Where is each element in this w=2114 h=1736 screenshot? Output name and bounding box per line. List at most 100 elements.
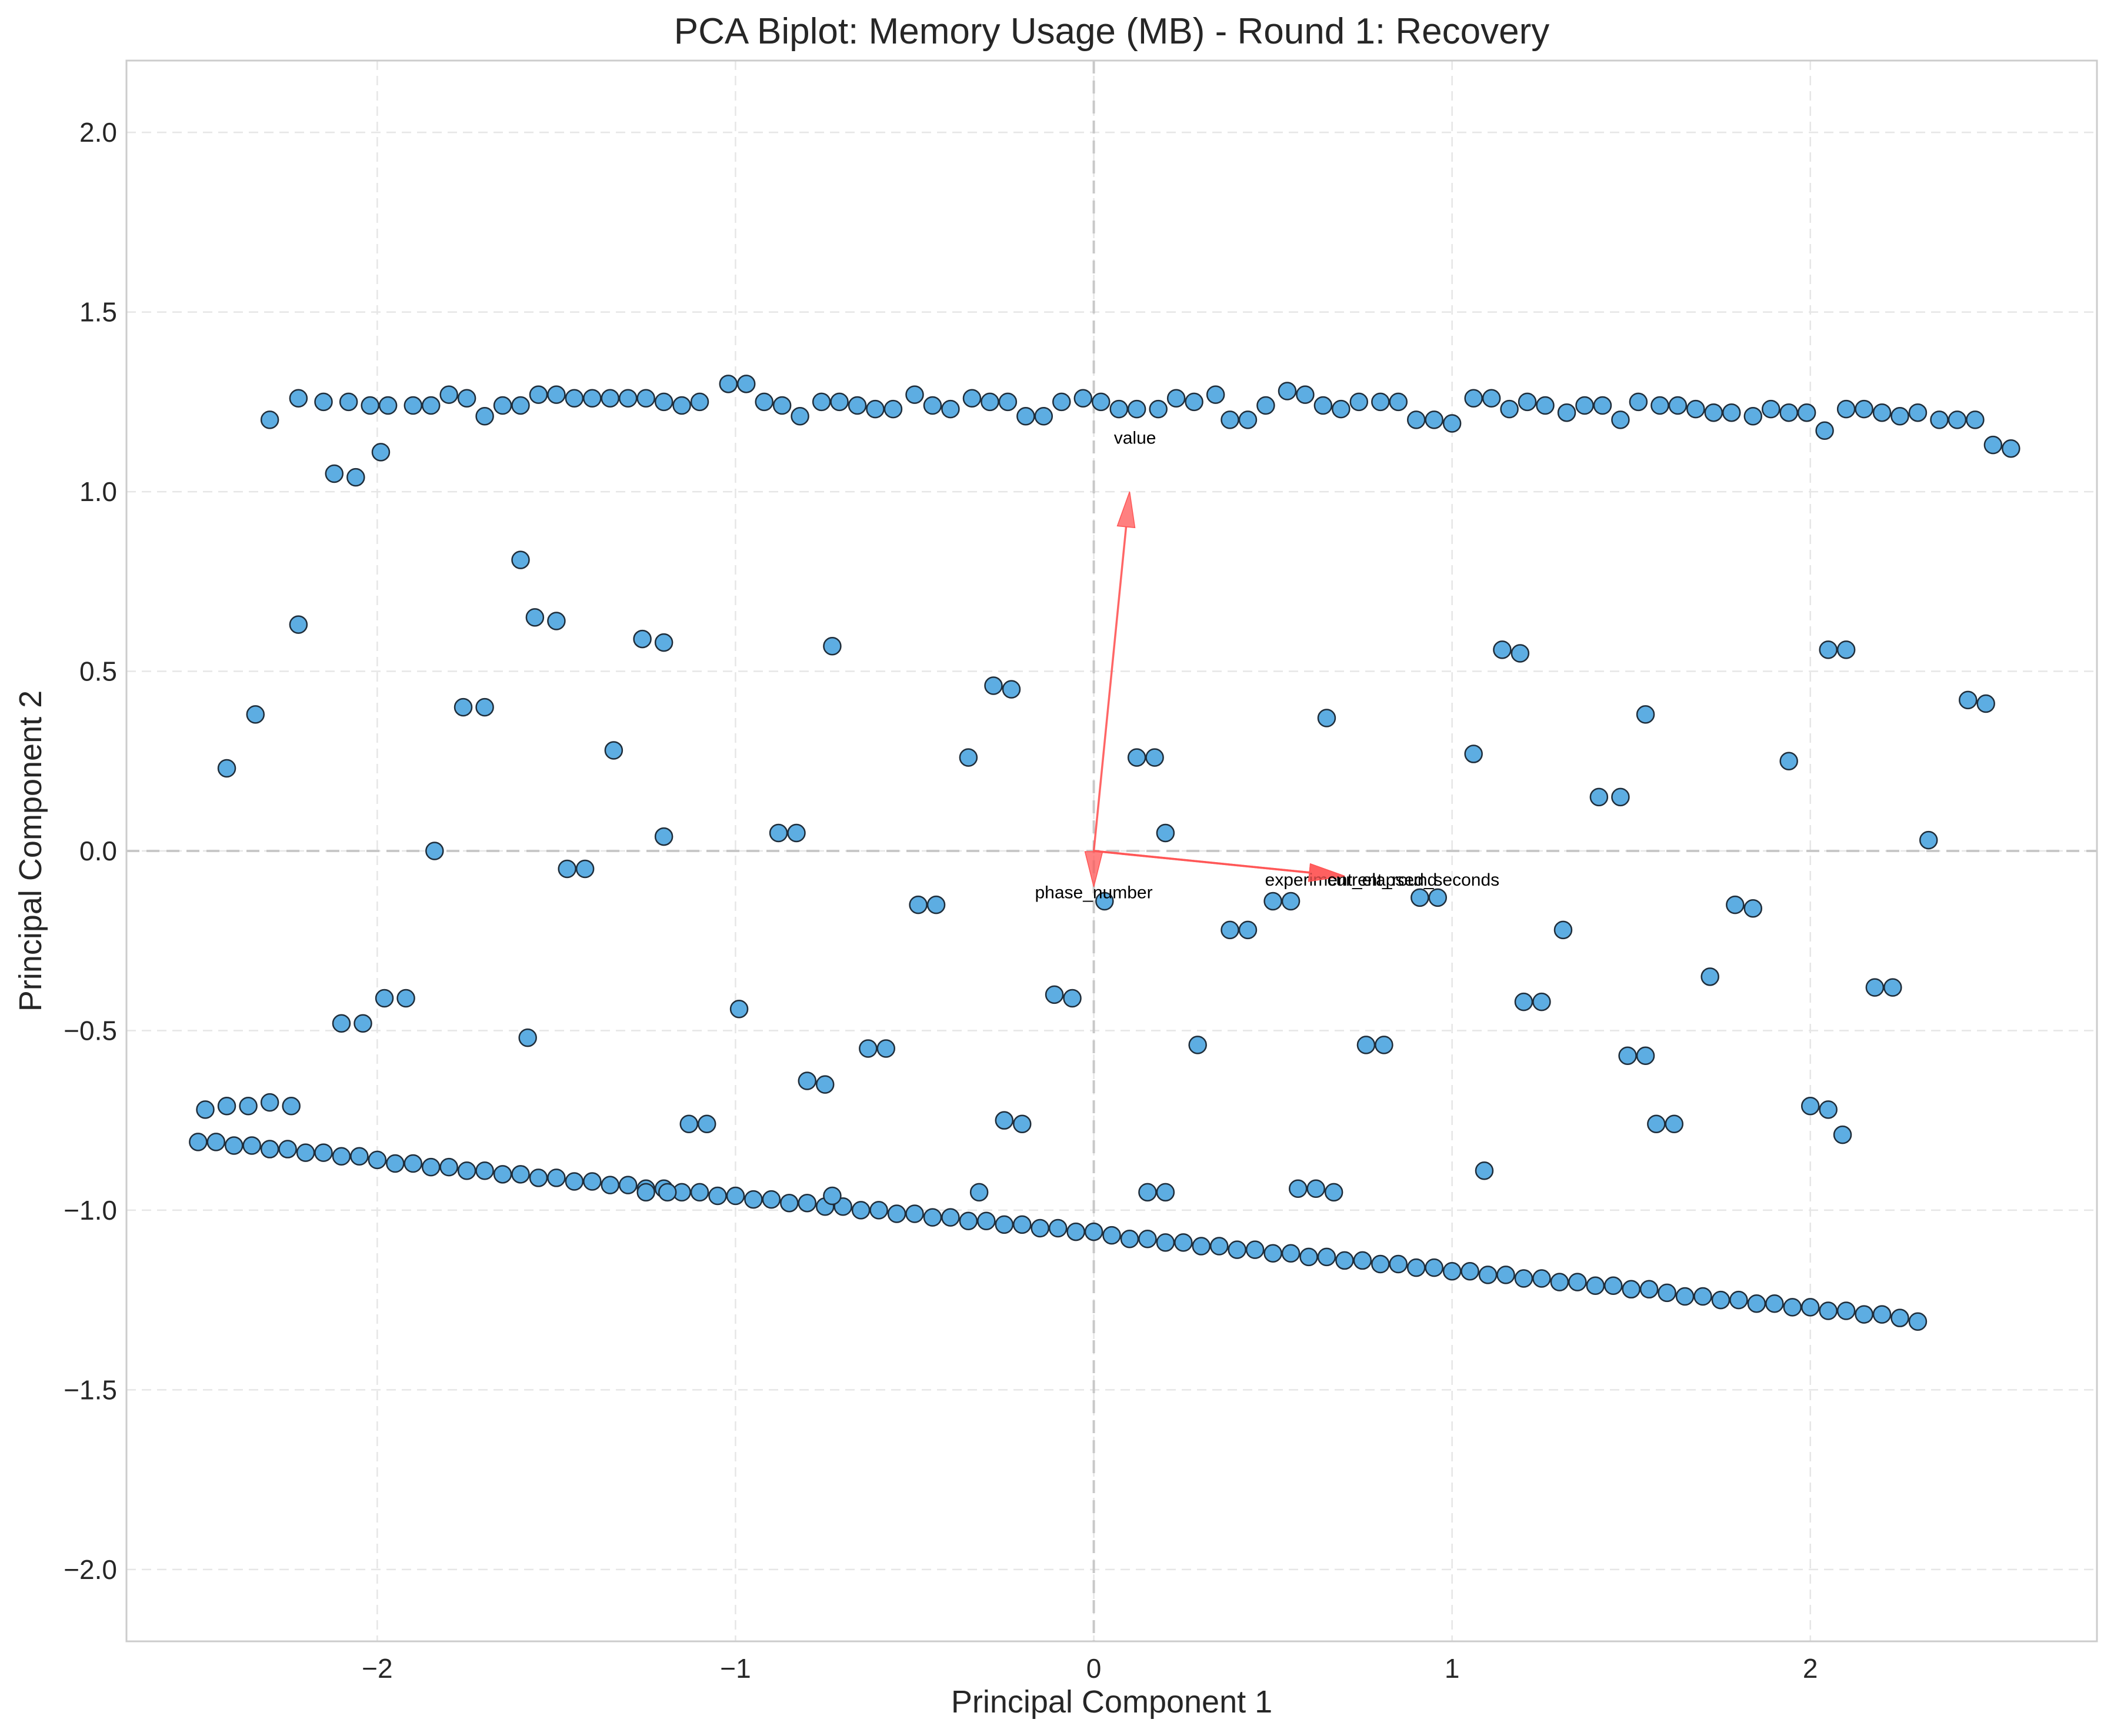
scatter-point	[823, 1186, 842, 1206]
scatter-point	[1743, 407, 1763, 426]
scatter-point	[1245, 1240, 1265, 1259]
scatter-point	[1299, 1247, 1318, 1267]
scatter-point	[1066, 1222, 1085, 1241]
scatter-point	[404, 1154, 423, 1173]
scatter-point	[601, 389, 620, 408]
scatter-point	[1306, 1179, 1325, 1198]
scatter-point	[654, 633, 673, 652]
scatter-point	[959, 1211, 978, 1230]
scatter-point	[1726, 895, 1745, 914]
scatter-point	[314, 392, 333, 412]
scatter-point	[618, 1176, 638, 1194]
scatter-point	[375, 989, 394, 1008]
scatter-point	[518, 1028, 537, 1047]
scatter-point	[672, 396, 691, 415]
x-axis-label: Principal Component 1	[951, 1684, 1272, 1720]
scatter-point	[654, 827, 673, 846]
scatter-point	[1958, 690, 1978, 710]
scatter-point	[1127, 399, 1146, 419]
scatter-point	[1317, 1247, 1336, 1267]
scatter-point	[565, 389, 584, 408]
scatter-point	[1371, 1254, 1390, 1274]
scatter-point	[386, 1154, 405, 1173]
scatter-point	[1908, 1312, 1928, 1331]
scatter-point	[332, 1147, 351, 1166]
scatter-point	[1389, 392, 1408, 412]
scatter-point	[926, 895, 946, 914]
y-tick-label: −2.0	[64, 1554, 117, 1585]
scatter-point	[1031, 1218, 1049, 1238]
scatter-point	[454, 697, 473, 717]
scatter-point	[1375, 1036, 1393, 1054]
scatter-point	[729, 1000, 749, 1019]
scatter-point	[726, 1186, 745, 1206]
y-tick-label: 0.0	[79, 836, 117, 866]
scatter-point	[1263, 1244, 1282, 1263]
scatter-point	[1532, 992, 1551, 1011]
scatter-point	[1586, 1276, 1605, 1295]
scatter-point	[1872, 1305, 1892, 1324]
scatter-point	[1779, 403, 1798, 422]
scatter-point	[289, 389, 308, 408]
scatter-point	[1045, 985, 1064, 1004]
scatter-point	[325, 464, 344, 483]
scatter-point	[1296, 385, 1315, 404]
scatter-point	[941, 399, 960, 419]
scatter-point	[1482, 389, 1501, 408]
scatter-point	[1819, 1301, 1838, 1320]
scatter-point	[1611, 410, 1630, 429]
scatter-point	[1722, 403, 1741, 422]
scatter-point	[1783, 1298, 1802, 1317]
x-tick-label: 1	[1445, 1653, 1460, 1684]
scatter-point	[1618, 1046, 1637, 1065]
scatter-point	[1371, 392, 1390, 412]
scatter-point	[1048, 1218, 1068, 1238]
scatter-point	[1353, 1251, 1372, 1270]
scatter-point	[196, 1100, 215, 1119]
scatter-point	[565, 1172, 584, 1191]
scatter-point	[1636, 1046, 1655, 1065]
scatter-point	[361, 396, 379, 415]
scatter-point	[1012, 1215, 1032, 1234]
scatter-point	[189, 1133, 208, 1151]
scatter-point	[923, 1208, 942, 1227]
scatter-point	[1675, 1287, 1695, 1306]
scatter-point	[339, 392, 358, 412]
scatter-point	[332, 1014, 351, 1033]
x-tick-label: 0	[1086, 1653, 1102, 1684]
axis-ticks: −2 −1 0 1 2 2.0 1.5 1.0 0.5 0.0 −0.5 −1.0 −1.5 −2.0	[64, 117, 1818, 1684]
scatter-point	[1073, 389, 1093, 408]
loading-vectors: value phase_number experiment_elapsed_seco…	[1035, 428, 1499, 902]
scatter-point	[1765, 1294, 1784, 1313]
scatter-point	[1890, 1308, 1909, 1327]
scatter-point	[1288, 1179, 1308, 1198]
scatter-point	[1575, 396, 1594, 415]
scatter-point	[282, 1096, 301, 1116]
y-tick-label: 1.5	[79, 297, 117, 328]
scatter-point	[762, 1190, 781, 1209]
scatter-point	[1109, 399, 1128, 419]
scatter-point	[1930, 410, 1949, 429]
scatter-point	[1815, 421, 1834, 440]
scatter-point	[998, 392, 1018, 412]
scatter-point	[511, 396, 530, 415]
scatter-point	[787, 823, 806, 843]
loading-label: phase_number	[1035, 883, 1152, 902]
scatter-point	[1855, 1305, 1873, 1324]
scatter-point	[1761, 399, 1780, 419]
scatter-point	[981, 392, 999, 412]
scatter-point	[869, 1201, 888, 1220]
scatter-point	[1156, 1233, 1175, 1252]
scatter-point	[1872, 403, 1892, 422]
scatter-point	[1711, 1290, 1730, 1310]
scatter-point	[1589, 787, 1609, 807]
scatter-point	[1704, 403, 1723, 422]
scatter-point	[224, 1136, 244, 1155]
y-tick-label: 2.0	[79, 117, 117, 148]
scatter-point	[1238, 410, 1258, 429]
loading-label: experiment_elapsed_seconds	[1265, 870, 1500, 890]
scatter-point	[1496, 1266, 1515, 1284]
scatter-point	[1686, 399, 1705, 419]
scatter-point	[1206, 385, 1225, 404]
scatter-point	[1836, 640, 1856, 659]
